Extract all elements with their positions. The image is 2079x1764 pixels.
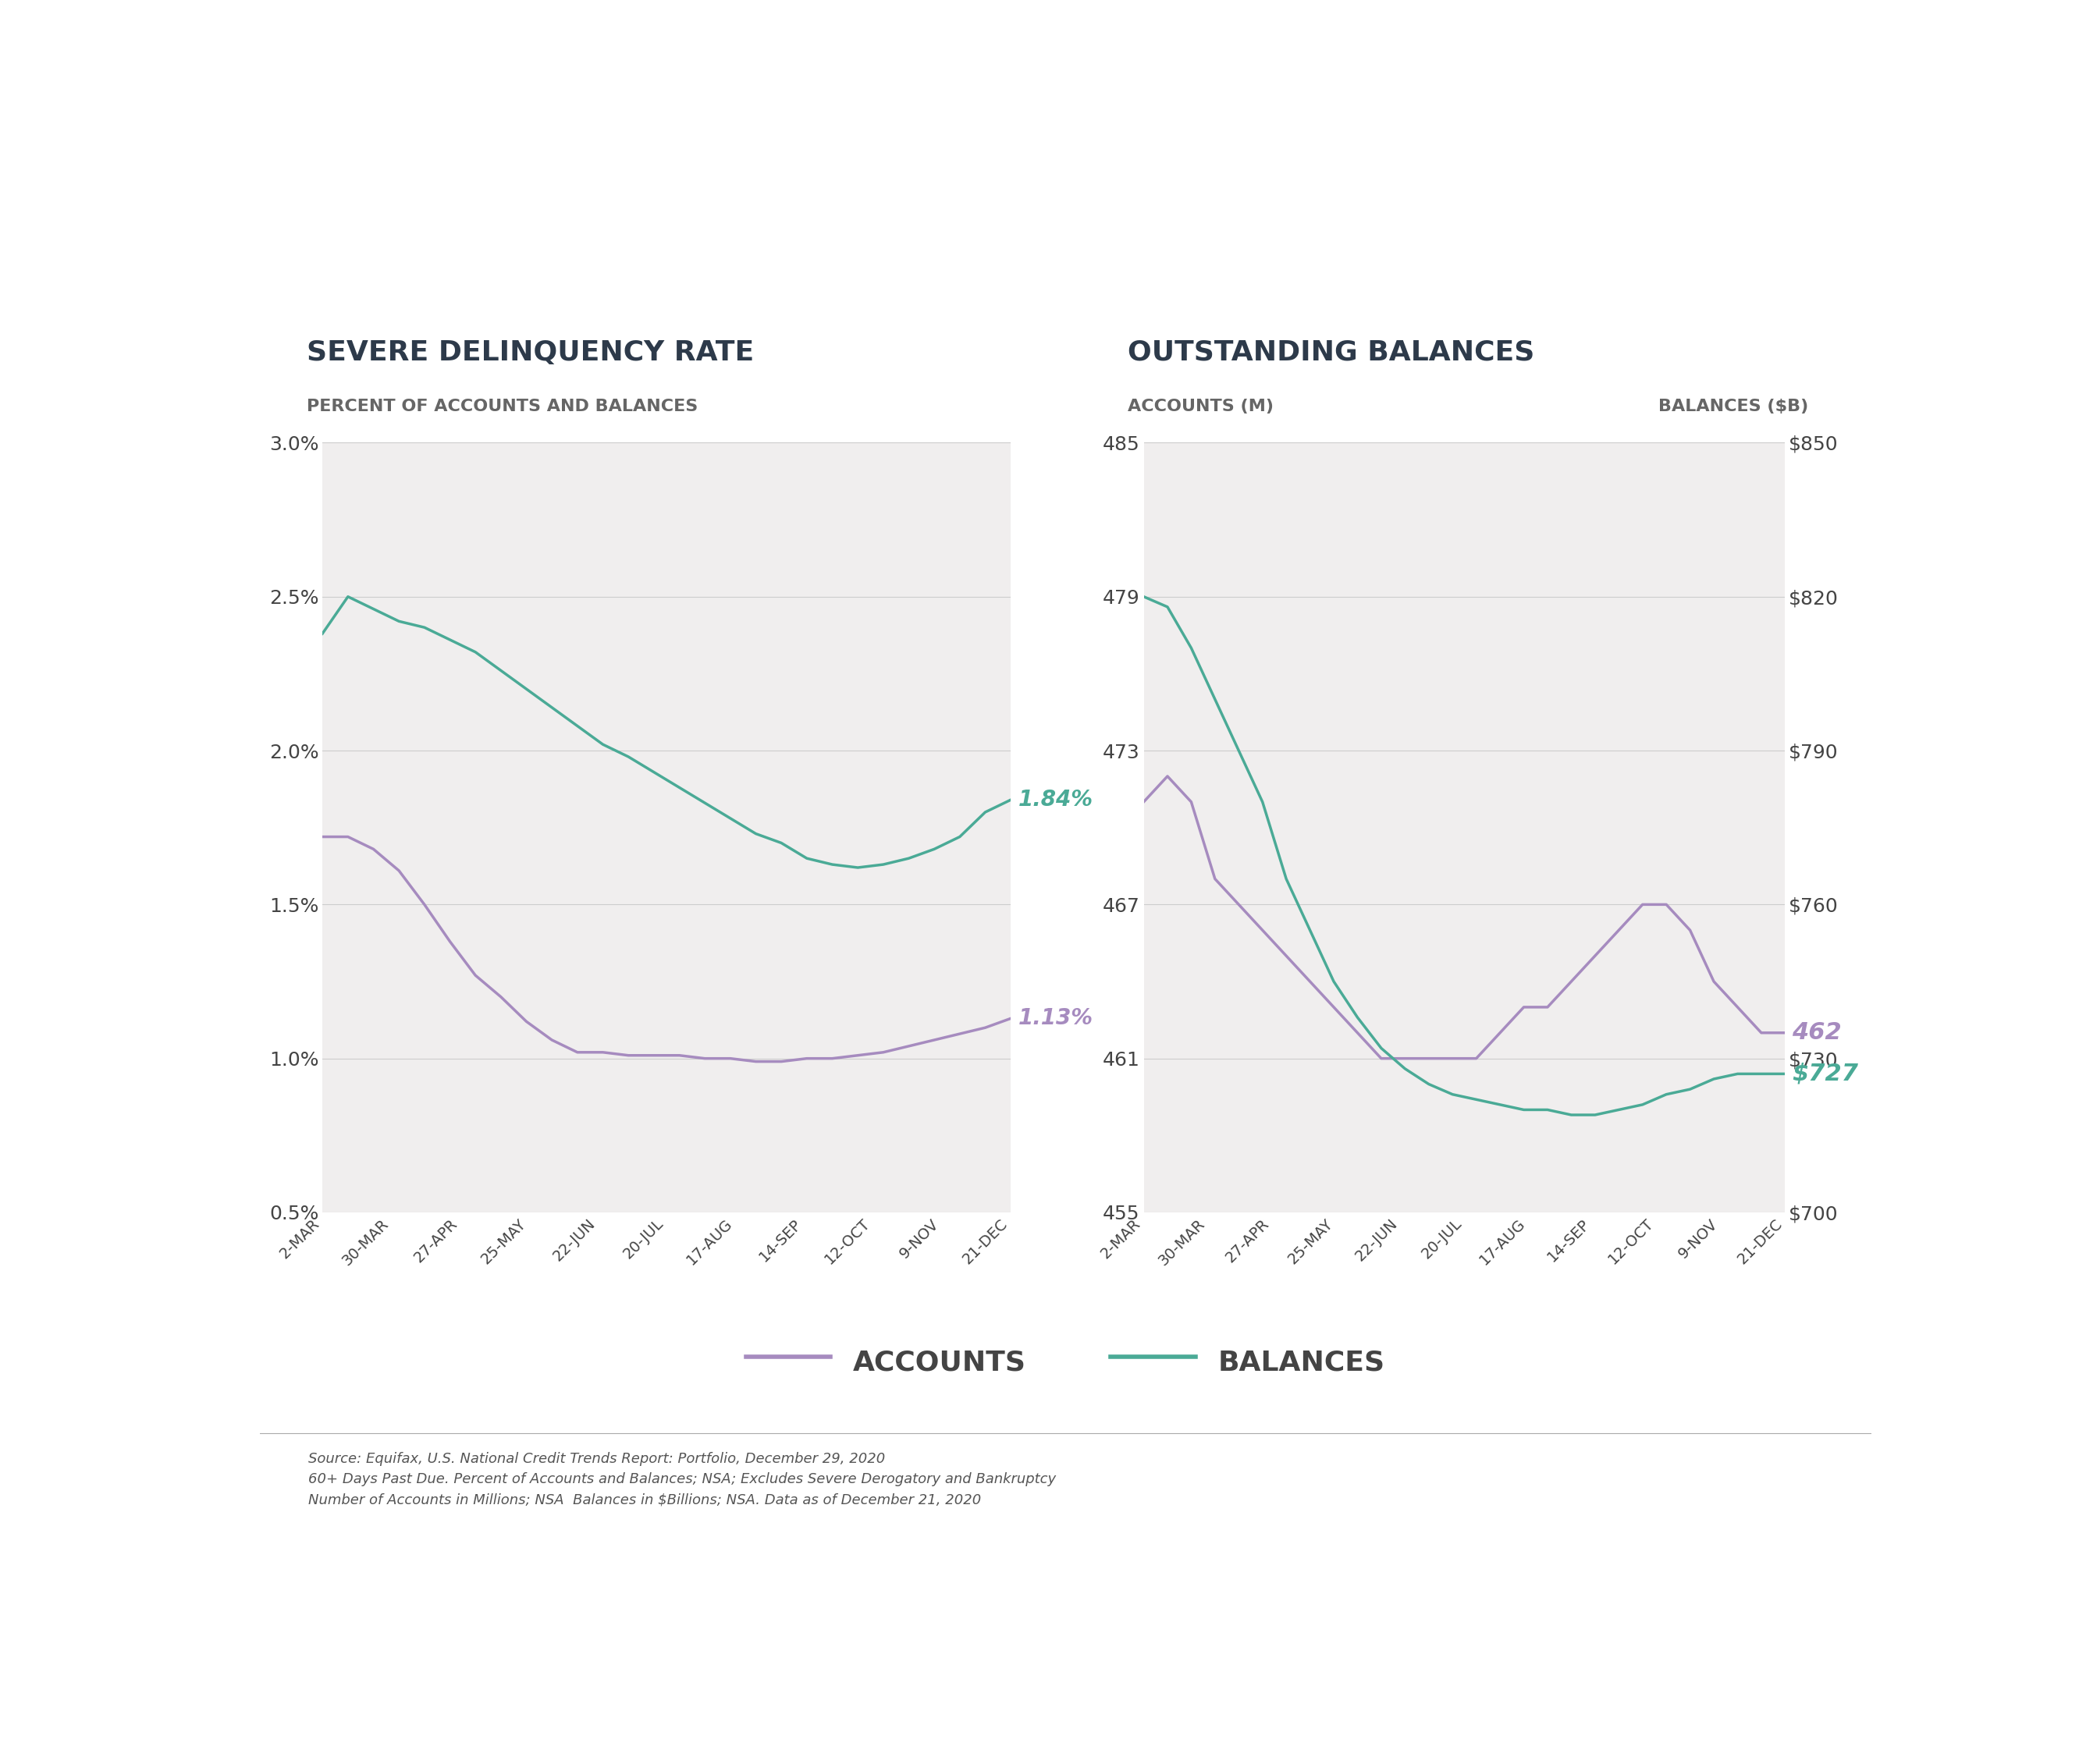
Text: OUTSTANDING BALANCES: OUTSTANDING BALANCES bbox=[1129, 339, 1534, 365]
Text: BALANCES ($B): BALANCES ($B) bbox=[1659, 399, 1809, 415]
Legend: ACCOUNTS, BALANCES: ACCOUNTS, BALANCES bbox=[734, 1332, 1397, 1390]
Text: PERCENT OF ACCOUNTS AND BALANCES: PERCENT OF ACCOUNTS AND BALANCES bbox=[308, 399, 699, 415]
Text: SEVERE CREDIT CARD DELINQUENCY AND BALANCES: SEVERE CREDIT CARD DELINQUENCY AND BALAN… bbox=[308, 240, 1464, 277]
Text: SEVERE DELINQUENCY RATE: SEVERE DELINQUENCY RATE bbox=[308, 339, 755, 365]
Text: $727: $727 bbox=[1792, 1062, 1859, 1085]
Text: ACCOUNTS (M): ACCOUNTS (M) bbox=[1129, 399, 1274, 415]
Text: Source: Equifax, U.S. National Credit Trends Report: Portfolio, December 29, 202: Source: Equifax, U.S. National Credit Tr… bbox=[308, 1452, 1056, 1506]
